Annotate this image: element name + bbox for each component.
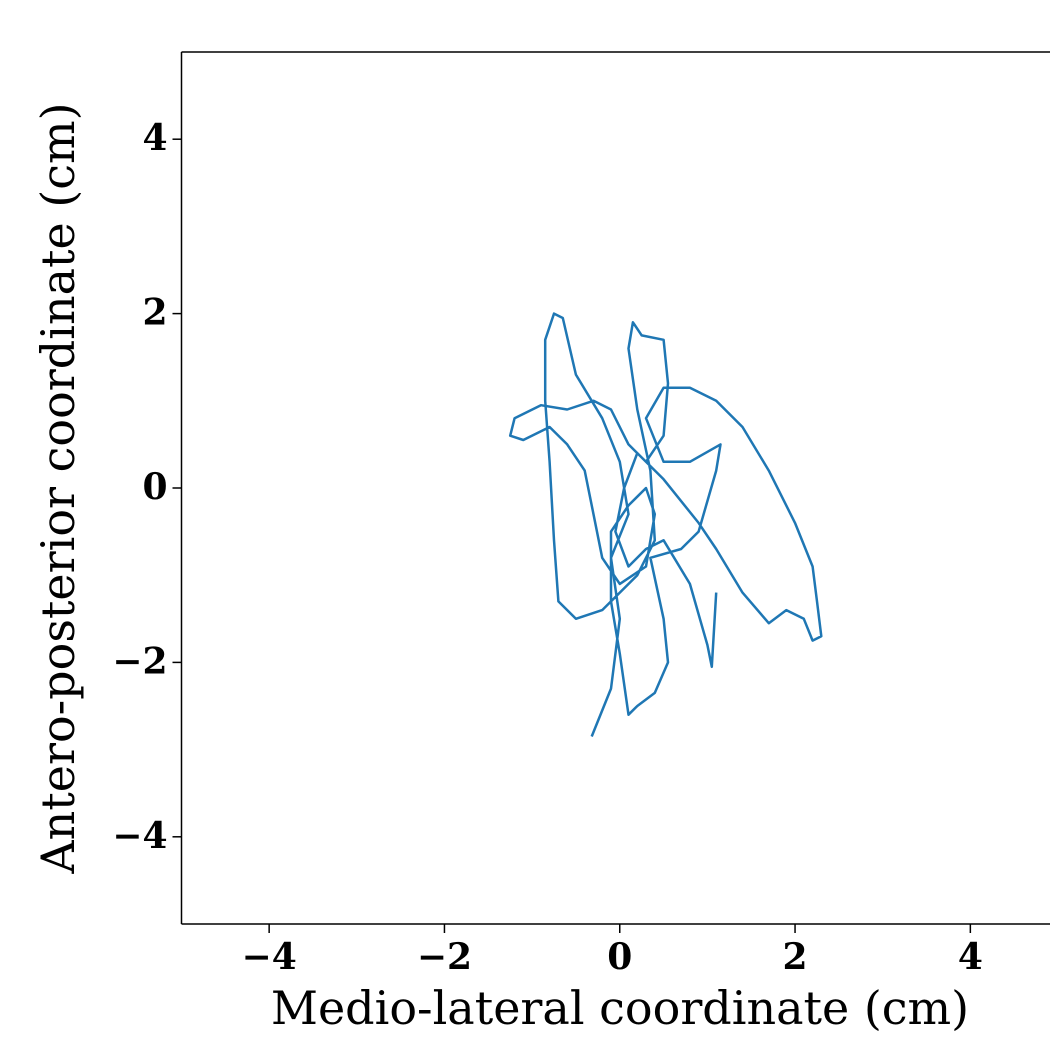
- y-axis-label: Antero-posterior coordinate (cm): [31, 102, 85, 874]
- y-tick-label: −2: [112, 640, 167, 682]
- x-axis-label: Medio-lateral coordinate (cm): [271, 981, 969, 1035]
- x-tick-label: 4: [958, 936, 983, 978]
- x-tick-label: −2: [417, 936, 472, 978]
- y-tick-label: 2: [142, 292, 167, 334]
- x-tick-label: −4: [242, 936, 297, 978]
- y-tick-label: 4: [142, 117, 167, 159]
- x-tick-label: 0: [607, 936, 632, 978]
- x-tick-label: 2: [783, 936, 808, 978]
- y-tick-label: 0: [142, 466, 167, 508]
- trajectory: [508, 312, 823, 737]
- y-tick-label: −4: [112, 815, 167, 857]
